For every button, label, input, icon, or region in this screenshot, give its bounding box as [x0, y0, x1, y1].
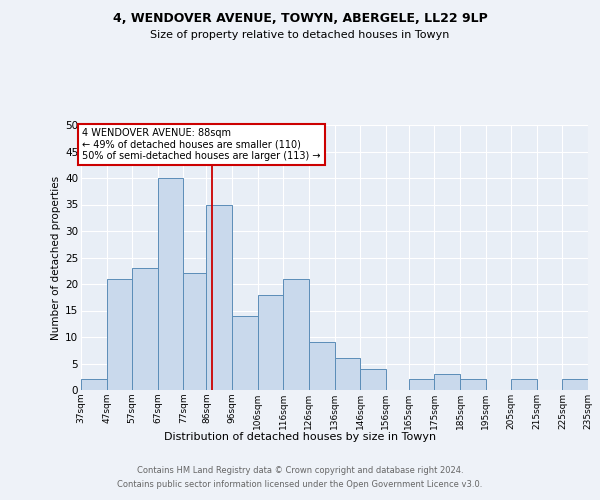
Text: Size of property relative to detached houses in Towyn: Size of property relative to detached ho… — [151, 30, 449, 40]
Bar — [232, 316, 257, 390]
Text: 4, WENDOVER AVENUE, TOWYN, ABERGELE, LL22 9LP: 4, WENDOVER AVENUE, TOWYN, ABERGELE, LL2… — [113, 12, 487, 26]
Bar — [283, 278, 309, 390]
Bar — [360, 369, 386, 390]
Y-axis label: Number of detached properties: Number of detached properties — [51, 176, 61, 340]
Bar — [434, 374, 460, 390]
Bar — [257, 294, 283, 390]
Bar — [206, 204, 232, 390]
Bar — [409, 380, 434, 390]
Bar — [107, 278, 132, 390]
Bar — [132, 268, 158, 390]
Bar — [460, 380, 485, 390]
Text: Contains public sector information licensed under the Open Government Licence v3: Contains public sector information licen… — [118, 480, 482, 489]
Bar — [511, 380, 537, 390]
Bar — [158, 178, 184, 390]
Text: 4 WENDOVER AVENUE: 88sqm
← 49% of detached houses are smaller (110)
50% of semi-: 4 WENDOVER AVENUE: 88sqm ← 49% of detach… — [82, 128, 321, 161]
Bar — [335, 358, 360, 390]
Text: Distribution of detached houses by size in Towyn: Distribution of detached houses by size … — [164, 432, 436, 442]
Text: Contains HM Land Registry data © Crown copyright and database right 2024.: Contains HM Land Registry data © Crown c… — [137, 466, 463, 475]
Bar — [184, 274, 206, 390]
Bar — [562, 380, 588, 390]
Bar — [81, 380, 107, 390]
Bar — [309, 342, 335, 390]
